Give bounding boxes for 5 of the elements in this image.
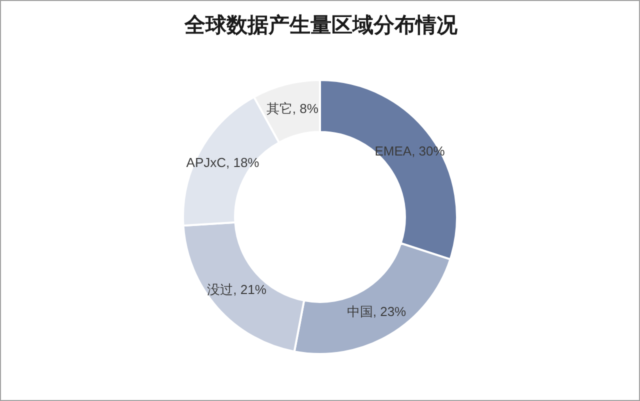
- slice-label: 中国, 23%: [346, 304, 407, 320]
- chart-title: 全球数据产生量区域分布情况: [183, 12, 458, 39]
- slice-label: 没过, 21%: [207, 282, 267, 297]
- slice-label: APJxC, 18%: [186, 155, 260, 170]
- slice-label: 其它, 8%: [266, 101, 319, 116]
